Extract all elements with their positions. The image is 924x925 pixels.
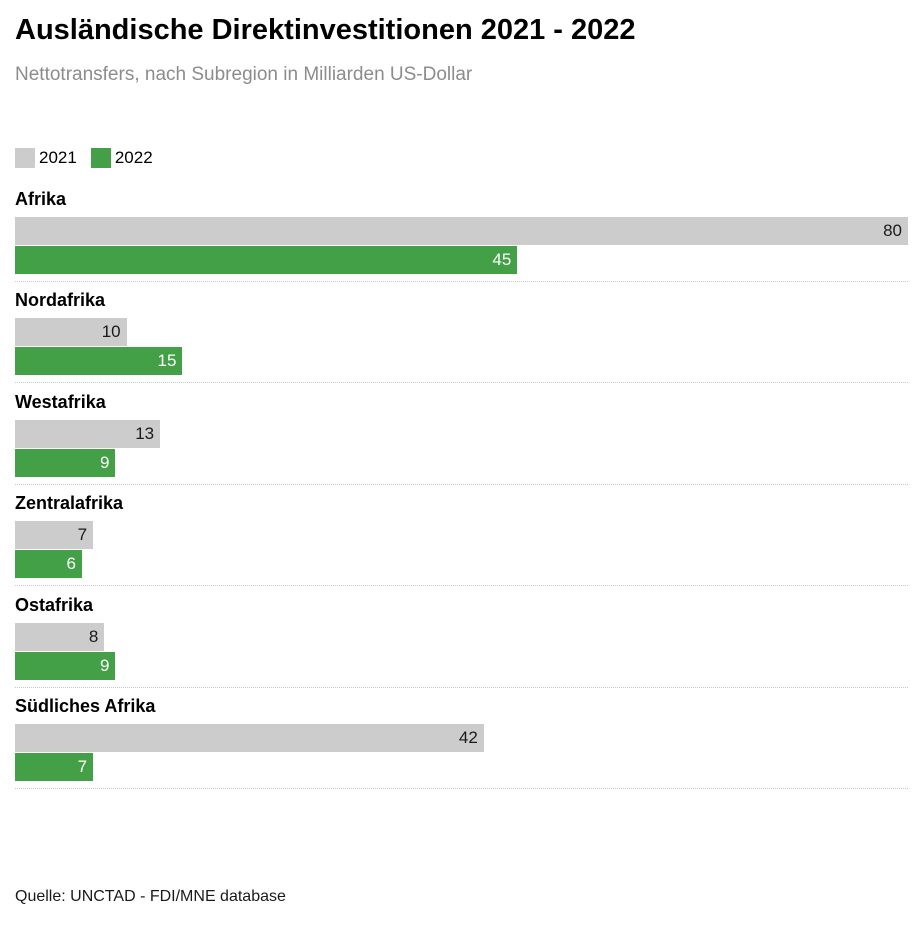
bar-2022: 15 [15,347,183,376]
legend-label-2022: 2022 [114,148,153,167]
bar-2021: 10 [15,318,127,347]
bar-value-label: 9 [99,655,110,675]
legend-label-2021: 2021 [39,148,77,167]
bar-2021: 42 [15,724,484,752]
group-divider [15,483,908,485]
bar-value-label: 80 [883,221,902,240]
bar-value-label: 13 [135,423,155,443]
bar-2022: 45 [15,246,518,274]
bar-2021: 7 [15,521,94,550]
category-label: Afrika [15,189,67,209]
bar-value-label: 6 [66,554,76,574]
category-label: Westafrika [15,391,106,412]
bar-value-label: 15 [157,351,177,371]
chart-title: Ausländische Direktinvestitionen 2021 - … [15,14,636,46]
legend-swatch-2022 [90,148,111,168]
bar-2021: 8 [15,622,105,651]
category-group: Nordafrika 10 15 [0,289,924,384]
bar-value-label: 9 [99,452,110,472]
source-note: Quelle: UNCTAD - FDI/MNE database [15,888,286,905]
category-group: Afrika 80 45 [0,188,924,283]
group-divider [15,585,908,587]
category-group: Südliches Afrika 42 7 [0,695,924,790]
bar-2022: 9 [15,651,116,680]
bar-2022: 7 [15,753,94,781]
bar-2022: 9 [15,448,116,477]
bar-value-label: 42 [458,728,478,747]
bar-value-label: 10 [101,322,121,342]
bar-2022: 6 [15,550,82,579]
legend-item-2022: 2022 [90,148,153,168]
category-group: Westafrika 13 9 [0,391,924,486]
bar-2021: 80 [15,217,908,245]
bar-value-label: 45 [492,250,512,269]
category-label: Nordafrika [15,290,106,311]
category-group: Ostafrika 8 9 [0,594,924,689]
legend-swatch-2021 [15,148,35,168]
category-label: Südliches Afrika [15,696,156,716]
bar-2021: 13 [15,419,161,448]
category-label: Ostafrika [15,594,94,615]
group-divider [15,281,908,282]
bar-value-label: 7 [77,757,88,776]
chart-subtitle: Nettotransfers, nach Subregion in Millia… [15,64,473,85]
legend: 2021 2022 [15,147,167,169]
bar-value-label: 7 [77,525,88,545]
category-label: Zentralafrika [15,493,124,514]
group-divider [15,788,908,789]
bar-value-label: 8 [88,626,99,646]
group-divider [15,382,908,384]
legend-item-2021: 2021 [15,148,77,168]
group-divider [15,686,908,688]
category-group: Zentralafrika 7 6 [0,492,924,587]
